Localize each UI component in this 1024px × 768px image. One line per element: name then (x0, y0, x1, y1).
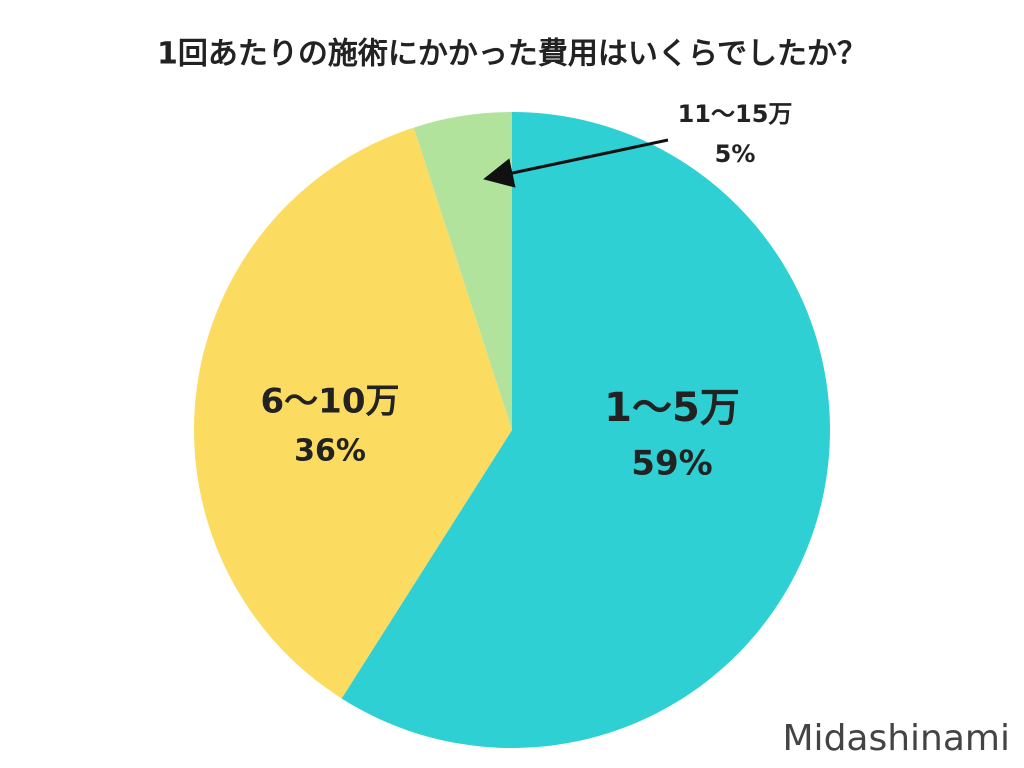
slice-value-label: 59% (631, 444, 712, 484)
pie-slice (194, 127, 512, 699)
slice-label: 11〜15万 (678, 100, 793, 128)
pie-slice (341, 112, 830, 748)
chart-title: 1回あたりの施術にかかった費用はいくらでしたか？ (157, 37, 867, 72)
pie-slice (413, 112, 512, 430)
slice-label: 6〜10万 (261, 382, 400, 422)
slice-label: 1〜5万 (604, 385, 740, 431)
slice-value-label: 36% (294, 434, 366, 469)
label-arrow (483, 138, 669, 188)
slice-value-label: 5% (715, 140, 756, 168)
watermark: Midashinami (783, 718, 1011, 759)
